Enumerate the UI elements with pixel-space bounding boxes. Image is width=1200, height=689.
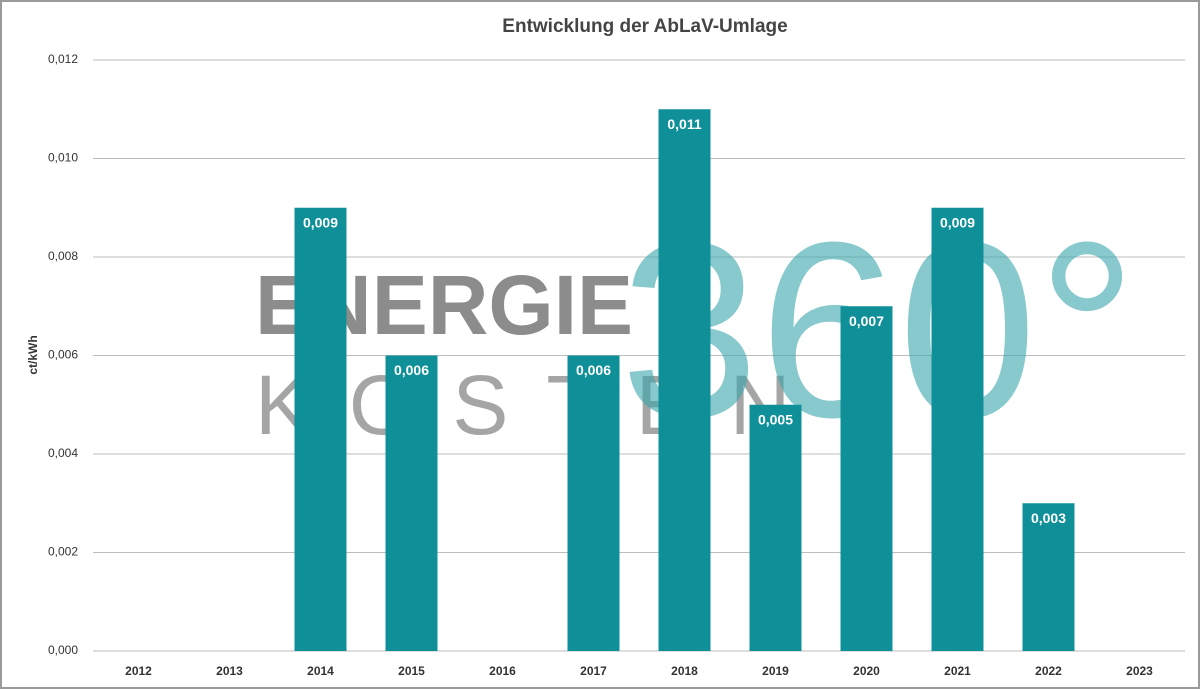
bar — [658, 109, 711, 651]
value-label: 0,003 — [1031, 510, 1066, 526]
bar — [294, 207, 347, 651]
bar — [385, 355, 438, 651]
y-tick-label: 0,004 — [48, 446, 78, 460]
bar — [749, 404, 802, 651]
value-label: 0,009 — [303, 214, 338, 230]
x-tick-label: 2017 — [580, 664, 607, 678]
bar — [840, 306, 893, 651]
y-tick-label: 0,012 — [48, 52, 78, 66]
x-tick-label: 2012 — [125, 664, 152, 678]
chart-title: Entwicklung der AbLaV-Umlage — [502, 16, 787, 37]
x-tick-label: 2016 — [489, 664, 516, 678]
value-label: 0,005 — [758, 411, 793, 427]
value-label: 0,007 — [849, 313, 884, 329]
x-tick-label: 2023 — [1126, 664, 1153, 678]
y-tick-label: 0,002 — [48, 545, 78, 559]
x-tick-label: 2021 — [944, 664, 971, 678]
y-tick-label: 0,010 — [48, 151, 78, 165]
y-tick-label: 0,008 — [48, 249, 78, 263]
x-tick-label: 2022 — [1035, 664, 1062, 678]
x-tick-label: 2014 — [307, 664, 334, 678]
value-label: 0,009 — [940, 214, 975, 230]
x-tick-label: 2019 — [762, 664, 789, 678]
x-tick-label: 2020 — [853, 664, 880, 678]
y-tick-label: 0,000 — [48, 643, 78, 657]
value-label: 0,006 — [394, 362, 429, 378]
bar — [1022, 503, 1075, 651]
y-axis-title: ct/kWh — [26, 335, 40, 374]
x-tick-label: 2013 — [216, 664, 243, 678]
bar — [931, 207, 984, 651]
x-tick-label: 2018 — [671, 664, 698, 678]
y-tick-label: 0,006 — [48, 348, 78, 362]
bar — [567, 355, 620, 651]
value-label: 0,006 — [576, 362, 611, 378]
x-tick-label: 2015 — [398, 664, 425, 678]
value-label: 0,011 — [667, 116, 701, 132]
